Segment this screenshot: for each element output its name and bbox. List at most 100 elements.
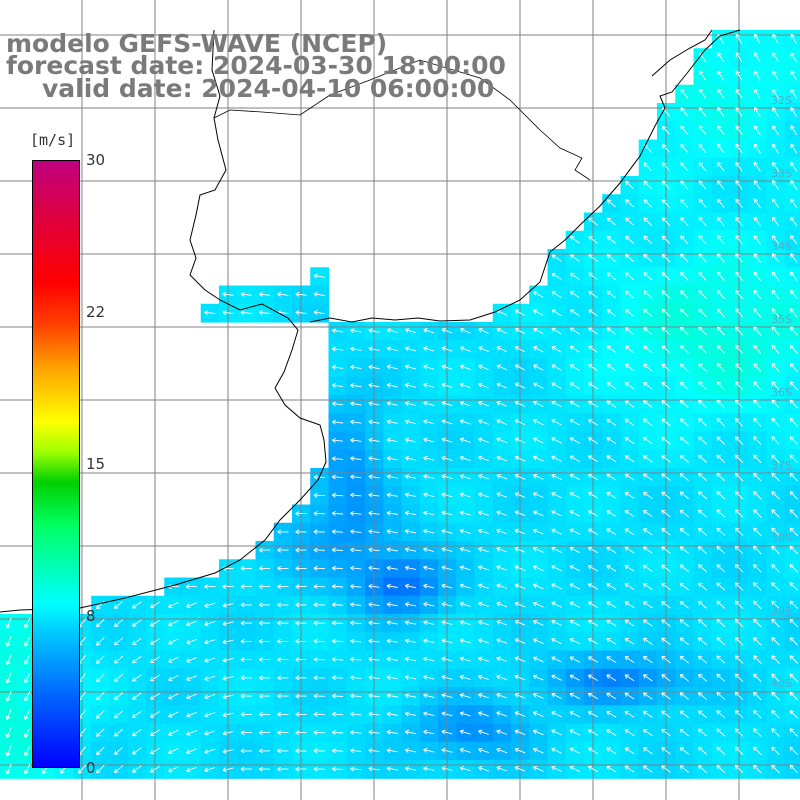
wind-arrow: [186, 657, 197, 663]
wind-arrow: [350, 583, 362, 589]
wind-arrow: [404, 437, 417, 443]
wind-arrow: [697, 673, 708, 682]
wind-arrow: [350, 529, 362, 535]
wind-arrow: [588, 327, 598, 335]
wind-cell: [784, 741, 800, 761]
wind-arrow: [717, 180, 725, 190]
wind-arrow: [313, 511, 325, 516]
wind-arrow: [716, 746, 726, 755]
wind-arrow: [496, 638, 508, 644]
wind-arrow: [186, 638, 197, 645]
wind-arrow: [661, 546, 671, 554]
wind-arrow: [661, 198, 671, 208]
wind-arrow: [313, 675, 325, 681]
wind-arrow: [423, 328, 435, 334]
wind-arrow: [790, 52, 797, 63]
wind-arrow: [386, 711, 398, 717]
wind-arrow: [697, 692, 708, 701]
wind-arrow: [313, 620, 325, 626]
wind-arrow: [240, 291, 252, 297]
wind-arrow: [716, 564, 726, 573]
wind-arrow: [331, 346, 344, 352]
wind-arrow: [716, 637, 726, 646]
wind-arrow: [386, 419, 398, 425]
wind-arrow: [404, 474, 417, 480]
wind-arrow: [753, 399, 762, 409]
colorbar: [32, 160, 80, 768]
wind-arrow: [661, 363, 671, 372]
wind-arrow: [496, 364, 508, 371]
wind-arrow: [716, 454, 726, 464]
wind-arrow: [753, 618, 762, 628]
wind-arrow: [771, 436, 780, 445]
wind-arrow: [606, 290, 616, 299]
wind-arrow: [131, 747, 142, 755]
wind-arrow: [790, 70, 798, 81]
wind-arrow: [735, 70, 743, 81]
wind-cell: [784, 668, 800, 688]
wind-arrow: [168, 747, 179, 755]
wind-arrow: [350, 693, 362, 699]
wind-arrow: [24, 617, 31, 629]
wind-arrow: [716, 399, 726, 409]
wind-arrow: [606, 235, 616, 244]
wind-arrow: [716, 271, 725, 281]
wind-arrow: [331, 766, 344, 772]
wind-arrow: [624, 327, 635, 335]
wind-arrow: [404, 620, 417, 626]
wind-arrow: [772, 143, 779, 154]
wind-arrow: [624, 710, 635, 718]
wind-arrow: [551, 711, 562, 718]
wind-arrow: [441, 528, 453, 534]
wind-arrow: [606, 692, 617, 700]
wind-arrow: [624, 765, 635, 773]
wind-arrow: [587, 747, 599, 754]
wind-arrow: [331, 437, 344, 443]
wind-arrow: [478, 656, 489, 662]
wind-arrow: [496, 419, 508, 425]
wind-arrow: [753, 564, 762, 573]
wind-arrow: [96, 764, 105, 774]
wind-arrow: [150, 692, 161, 700]
wind-arrow: [204, 602, 216, 608]
wind-arrow: [441, 328, 453, 334]
wind-cell: [784, 66, 800, 86]
wind-arrow: [606, 473, 617, 481]
wind-arrow: [386, 729, 398, 735]
wind-arrow: [734, 582, 744, 591]
wind-arrow: [680, 143, 689, 154]
wind-arrow: [643, 308, 653, 317]
wind-arrow: [734, 509, 744, 518]
wind-arrow: [222, 621, 234, 627]
wind-arrow: [478, 327, 489, 334]
wind-arrow: [717, 52, 725, 63]
wind-arrow: [496, 674, 508, 681]
wind-arrow: [588, 364, 598, 372]
wind-arrow: [24, 672, 31, 684]
wind-arrow: [551, 528, 562, 535]
wind-arrow: [753, 472, 762, 482]
wind-arrow: [514, 583, 526, 590]
wind-arrow: [789, 637, 799, 646]
wind-arrow: [331, 748, 344, 754]
wind-arrow: [771, 637, 780, 646]
wind-arrow: [368, 382, 380, 388]
wind-arrow: [386, 510, 398, 516]
wind-arrow: [240, 711, 252, 717]
wind-arrow: [643, 345, 653, 354]
wind-arrow: [624, 473, 635, 481]
wind-arrow: [423, 419, 435, 425]
wind-arrow: [478, 638, 489, 644]
wind-arrow: [5, 672, 12, 684]
wind-arrow: [753, 161, 761, 172]
wind-arrow: [753, 764, 762, 774]
wind-arrow: [789, 618, 799, 628]
wind-arrow: [186, 748, 197, 755]
wind-arrow: [771, 399, 780, 409]
wind-arrow: [680, 162, 689, 172]
wind-arrow: [222, 712, 234, 718]
wind-arrow: [716, 381, 726, 391]
wind-arrow: [331, 492, 344, 498]
wind-arrow: [113, 655, 124, 664]
wind-arrow: [5, 654, 12, 666]
